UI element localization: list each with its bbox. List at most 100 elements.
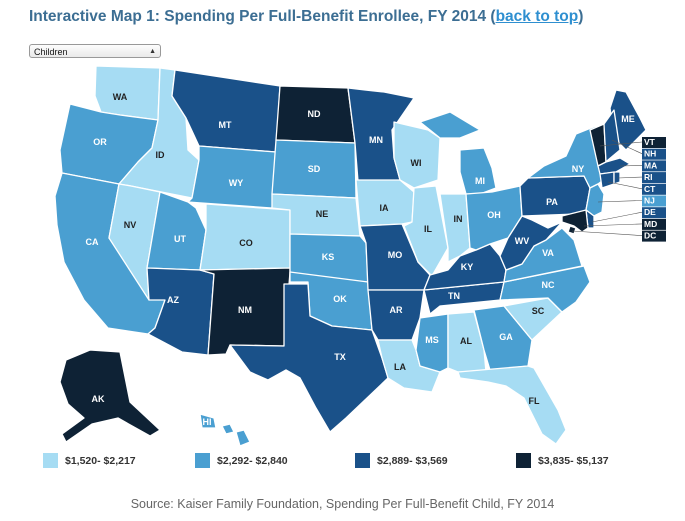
callout-box-MA[interactable] [642, 160, 666, 172]
state-MN[interactable] [347, 87, 415, 182]
state-DC[interactable] [567, 225, 577, 235]
label-ND: ND [308, 109, 321, 119]
label-NM: NM [238, 305, 252, 315]
label-FL: FL [529, 396, 540, 406]
label-AK: AK [92, 394, 105, 404]
label-IN: IN [454, 214, 463, 224]
population-select[interactable]: Children ▲ [29, 44, 161, 58]
state-WI[interactable] [393, 121, 441, 189]
callout-box-NH[interactable] [642, 148, 666, 160]
callout-label-NJ: NJ [644, 196, 655, 206]
state-WA[interactable] [94, 65, 161, 121]
label-TN: TN [448, 291, 460, 301]
label-ME: ME [621, 114, 635, 124]
callout-line-DE [591, 211, 643, 223]
callout-label-NH: NH [644, 149, 656, 159]
state-CT[interactable] [599, 171, 615, 189]
callout-box-DC[interactable] [642, 230, 666, 242]
label-CO: CO [239, 238, 253, 248]
state-WY[interactable] [187, 145, 277, 209]
callout-box-VT[interactable] [642, 137, 666, 148]
callout-box-CT[interactable] [642, 183, 666, 195]
legend-item-2: $2,292- $2,840 [195, 453, 288, 468]
state-WV[interactable] [499, 215, 563, 271]
label-PA: PA [546, 197, 558, 207]
label-MN: MN [369, 135, 383, 145]
callout-box-MD[interactable] [642, 218, 666, 230]
source-note: Source: Kaiser Family Foundation, Spendi… [130, 497, 555, 511]
state-NH[interactable] [603, 109, 621, 163]
label-OR: OR [93, 137, 107, 147]
callout-line-MD [583, 223, 643, 227]
legend-item-1: $1,520- $2,217 [43, 453, 136, 468]
callout-label-MD: MD [644, 219, 657, 229]
population-select-value: Children [34, 47, 68, 57]
state-HI[interactable] [199, 413, 251, 447]
label-WY: WY [229, 178, 244, 188]
state-AK[interactable] [59, 349, 161, 443]
state-ME[interactable] [609, 89, 647, 151]
callout-label-RI: RI [644, 172, 653, 182]
state-MT[interactable] [171, 69, 281, 153]
map-title-close: ) [578, 8, 584, 25]
label-SC: SC [532, 306, 545, 316]
legend-swatch-1 [43, 453, 58, 468]
us-map: WA OR CA ID NV MT WY UT AZ CO NM ND SD N… [54, 65, 666, 447]
label-IL: IL [424, 224, 433, 234]
label-VA: VA [542, 248, 554, 258]
label-WA: WA [113, 92, 128, 102]
label-ID: ID [156, 150, 166, 160]
label-SD: SD [308, 164, 321, 174]
legend-label-2: $2,292- $2,840 [217, 454, 288, 467]
label-UT: UT [174, 234, 186, 244]
state-TX[interactable] [229, 283, 389, 433]
state-PA[interactable] [519, 175, 591, 217]
state-IL[interactable] [403, 185, 449, 277]
label-AL: AL [460, 336, 472, 346]
state-MD[interactable] [561, 209, 589, 233]
callout-label-CT: CT [644, 184, 656, 194]
callout-label-MA: MA [644, 160, 657, 170]
label-NY: NY [572, 164, 585, 174]
map-title-text: Interactive Map 1: Spending Per Full-Ben… [29, 8, 496, 25]
label-NV: NV [124, 220, 137, 230]
state-KY[interactable] [423, 243, 507, 291]
callout-box-RI[interactable] [642, 172, 666, 184]
label-AR: AR [390, 305, 403, 315]
callout-label-DE: DE [644, 207, 656, 217]
label-WI: WI [411, 158, 422, 168]
legend-swatch-2 [195, 453, 210, 468]
callout-line-RI [617, 176, 643, 179]
state-labels: WA OR CA ID NV MT WY UT AZ CO NM ND SD N… [86, 92, 635, 427]
label-AZ: AZ [167, 295, 179, 305]
label-NC: NC [542, 280, 555, 290]
callout-line-MA [619, 165, 643, 167]
label-WV: WV [515, 236, 530, 246]
label-TX: TX [334, 352, 346, 362]
callout-line-CT [607, 181, 643, 190]
legend-label-3: $2,889- $3,569 [377, 454, 448, 467]
label-MI: MI [475, 176, 485, 186]
legend-label-4: $3,835- $5,137 [538, 454, 609, 467]
label-MT: MT [219, 120, 232, 130]
state-MI[interactable] [419, 111, 497, 195]
callout-line-NJ [597, 200, 643, 203]
callout-label-VT: VT [644, 137, 656, 147]
callout-box-NJ[interactable] [642, 195, 666, 207]
legend-swatch-4 [516, 453, 531, 468]
back-to-top-link[interactable]: back to top [495, 8, 579, 25]
label-KS: KS [322, 252, 335, 262]
state-FL[interactable] [457, 365, 567, 445]
state-LA[interactable] [377, 339, 441, 393]
legend-swatch-3 [355, 453, 370, 468]
callout-box-DE[interactable] [642, 207, 666, 219]
state-CO[interactable] [199, 203, 291, 271]
legend-item-4: $3,835- $5,137 [516, 453, 609, 468]
callout-line-NH [611, 139, 643, 154]
label-KY: KY [461, 262, 474, 272]
label-CA: CA [86, 237, 99, 247]
label-GA: GA [499, 332, 513, 342]
state-AR[interactable] [367, 289, 425, 341]
state-RI[interactable] [613, 171, 621, 185]
